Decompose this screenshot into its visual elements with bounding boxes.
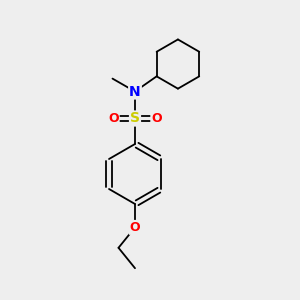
Text: O: O — [108, 112, 119, 125]
Text: O: O — [130, 221, 140, 234]
Text: N: N — [129, 85, 141, 98]
Text: S: S — [130, 112, 140, 125]
Text: O: O — [151, 112, 162, 125]
